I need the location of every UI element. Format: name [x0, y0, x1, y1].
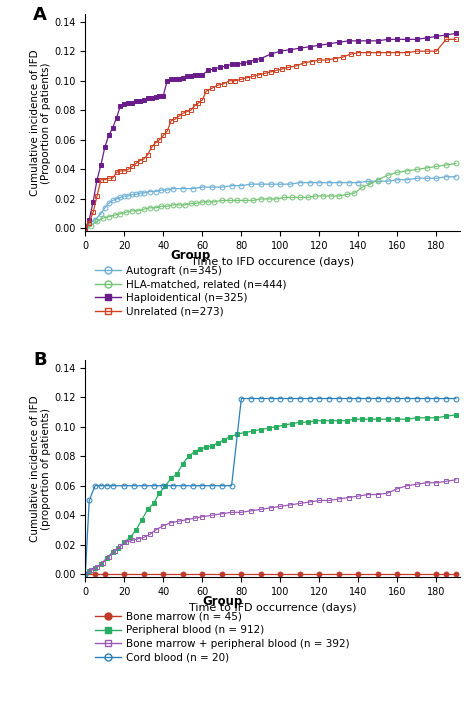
Legend: Bone marrow (n = 45), Peripheral blood (n = 912), Bone marrow + peripheral blood: Bone marrow (n = 45), Peripheral blood (…: [91, 591, 354, 666]
Legend: Autograft (n=345), HLA-matched, related (n=444), Haploidentical (n=325), Unrelat: Autograft (n=345), HLA-matched, related …: [91, 245, 291, 321]
Text: B: B: [33, 352, 46, 370]
X-axis label: Time to IFD occurence (days): Time to IFD occurence (days): [191, 257, 354, 267]
X-axis label: Time to IFD occurrence (days): Time to IFD occurrence (days): [189, 602, 356, 612]
Y-axis label: Cumulative incidence of IFD
(Proportion of patients): Cumulative incidence of IFD (Proportion …: [30, 50, 51, 196]
Text: A: A: [33, 6, 47, 23]
Y-axis label: Cumulative incidence of IFD
(proportion of patients): Cumulative incidence of IFD (proportion …: [30, 395, 51, 542]
